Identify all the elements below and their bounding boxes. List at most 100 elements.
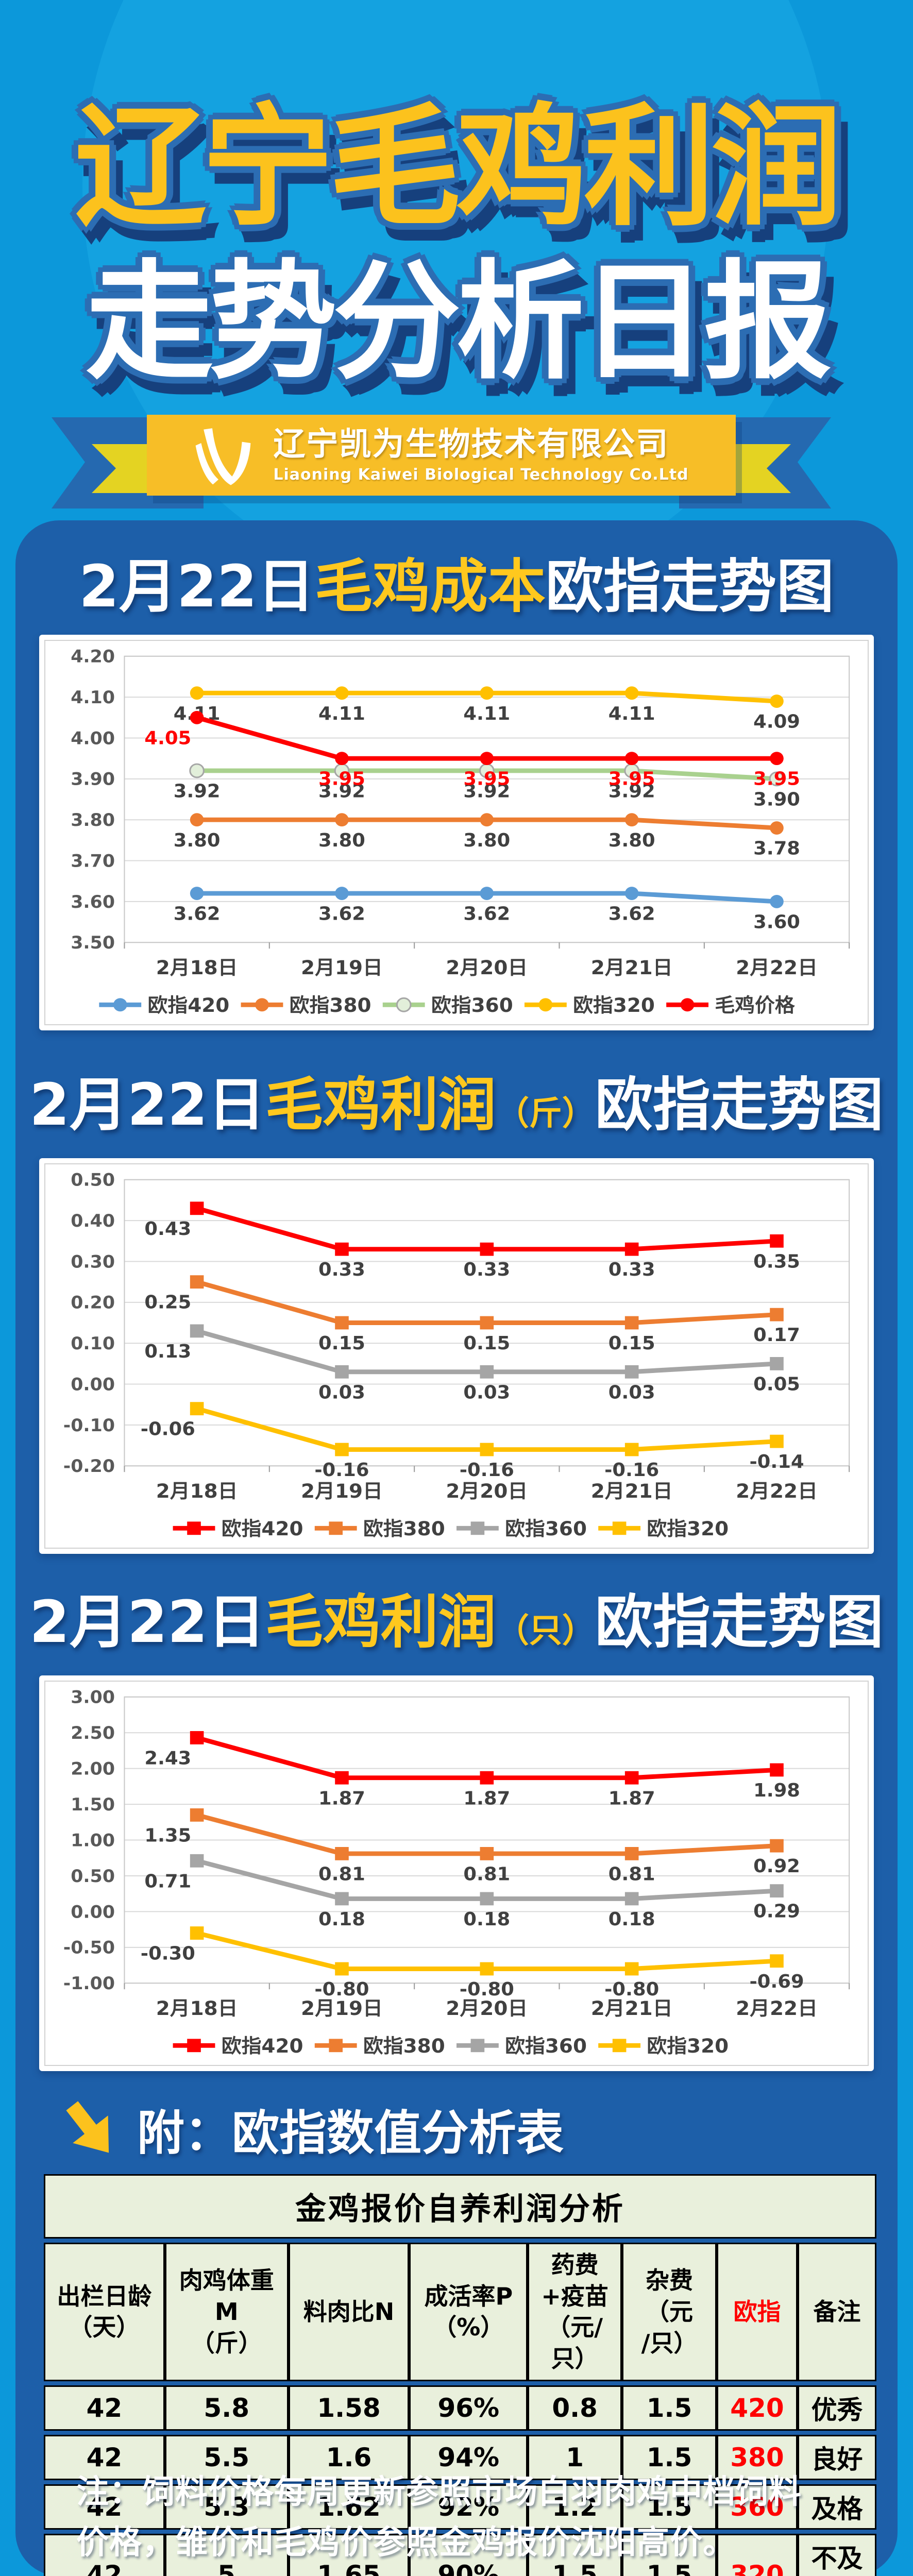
cost-trend-chart: 4.20 4.10 4.00 3.90 3.80 3.70 3.60 3.50 2月18日 2月1… [71,647,850,1017]
svg-text:0.29: 0.29 [753,1900,800,1922]
svg-text:0.00: 0.00 [71,1902,115,1922]
table-cell: 及格 [797,2484,876,2530]
svg-text:-0.10: -0.10 [63,1415,115,1435]
attach-heading-row: 附：欧指数值分析表 [66,2093,564,2165]
profit-jin-trend-chart: 0.50 0.40 0.30 0.20 0.10 0.00 -0.10 -0.20 2月18日 2… [63,1170,850,1540]
svg-text:1.87: 1.87 [318,1787,365,1809]
series-毛鸡价格: 4.05 3.95 3.95 3.95 3.95 [144,710,800,790]
profit-jin-chart-card: 0.50 0.40 0.30 0.20 0.10 0.00 -0.10 -0.20 2月18日 2… [39,1158,874,1554]
section-title-profit-jin: 2月22日毛鸡利润（斤）欧指走势图 [0,1071,913,1140]
svg-text:0.20: 0.20 [71,1293,115,1313]
svg-text:1.00: 1.00 [71,1831,115,1851]
table-cell: 1.65 [288,2533,410,2576]
table-cell: 42 [44,2434,165,2480]
svg-text:0.81: 0.81 [608,1863,655,1885]
svg-text:2月18日: 2月18日 [156,1997,238,2020]
svg-text:0.03: 0.03 [463,1381,510,1403]
svg-text:3.80: 3.80 [71,810,115,831]
company-banner: 辽宁凯为生物技术有限公司 Liaoning Kaiwei Biological … [147,415,736,496]
svg-text:2月19日: 2月19日 [301,1997,383,2020]
svg-text:1.35: 1.35 [144,1824,191,1846]
svg-text:4.10: 4.10 [71,688,115,708]
series-欧指380: 3.80 3.80 3.80 3.80 3.78 [174,813,800,859]
table-cell: 42 [44,2533,165,2576]
svg-text:欧指420: 欧指420 [147,994,229,1017]
table-cell: 1.5 [622,2434,717,2480]
table-cell: 优秀 [797,2385,876,2431]
table-header-cell: 成活率P （%） [409,2243,528,2381]
series-欧指320: -0.30 -0.80 -0.80 -0.80 -0.69 [141,1926,804,2000]
svg-text:3.80: 3.80 [608,829,655,851]
series-欧指360: 0.13 0.03 0.03 0.03 0.05 [144,1324,800,1403]
table-cell: 320 [717,2533,798,2576]
svg-text:-0.80: -0.80 [604,1978,659,2000]
section-title-cost: 2月22日毛鸡成本欧指走势图 [0,552,913,621]
table-cell: 1.62 [288,2484,410,2530]
svg-text:2月21日: 2月21日 [591,1997,673,2020]
table-cell: 1.5 [622,2484,717,2530]
table-cell: 5.3 [164,2484,289,2530]
series-欧指320: -0.06 -0.16 -0.16 -0.16 -0.14 [141,1402,804,1481]
svg-text:0.05: 0.05 [753,1373,800,1395]
svg-text:4.09: 4.09 [753,710,800,732]
table-row: 42 5.3 1.62 92% 1.2 1.5 360 及格 [44,2484,876,2530]
table-cell: 1.5 [622,2533,717,2576]
svg-text:0.25: 0.25 [144,1291,191,1313]
section-title-highlight: 毛鸡利润 [265,1072,496,1139]
table-cell: 380 [717,2434,798,2480]
section-title-suffix: 欧指走势图 [595,1072,884,1139]
table-row: 42 5.8 1.58 96% 0.8 1.5 420 优秀 [44,2385,876,2431]
svg-text:3.60: 3.60 [753,911,800,933]
svg-text:欧指380: 欧指380 [363,1518,445,1540]
svg-text:4.11: 4.11 [608,702,655,724]
table-header-cell: 杂费（元 /只） [622,2243,717,2381]
svg-text:0.03: 0.03 [608,1381,655,1403]
svg-text:2月20日: 2月20日 [446,1480,528,1502]
table-cell: 0.8 [528,2385,622,2431]
svg-text:0.50: 0.50 [71,1866,115,1886]
svg-text:-0.16: -0.16 [460,1459,514,1481]
svg-text:3.62: 3.62 [463,903,510,924]
svg-text:1.98: 1.98 [753,1780,800,1801]
svg-text:2月21日: 2月21日 [591,956,673,979]
svg-text:2.50: 2.50 [71,1723,115,1743]
table-cell: 94% [409,2434,528,2480]
section-title-prefix: 2月22日 [29,1589,265,1656]
svg-text:3.95: 3.95 [463,768,510,789]
legend-item: 欧指360 [382,994,513,1017]
section-title-prefix: 2月22日 [79,553,315,620]
note-line-1: 注：饲料价格每周更新参照市场白羽肉鸡中档饲料 [76,2473,802,2511]
svg-text:欧指320: 欧指320 [647,2035,729,2058]
svg-text:0.33: 0.33 [463,1259,510,1280]
svg-text:0.81: 0.81 [318,1863,365,1885]
cost-chart-frame: 4.20 4.10 4.00 3.90 3.80 3.70 3.60 3.50 2月18日 2月1… [44,640,869,1025]
legend-item: 欧指380 [314,1518,445,1540]
svg-text:0.18: 0.18 [318,1908,365,1930]
cost-chart-card: 4.20 4.10 4.00 3.90 3.80 3.70 3.60 3.50 2月18日 2月1… [39,635,874,1030]
svg-text:2月19日: 2月19日 [301,956,383,979]
svg-text:3.92: 3.92 [318,780,365,802]
legend-item: 欧指360 [456,2035,587,2058]
legend-item: 欧指320 [598,1518,729,1540]
svg-text:3.00: 3.00 [71,1687,115,1707]
svg-text:欧指420: 欧指420 [222,2035,303,2058]
svg-text:-0.69: -0.69 [749,1970,804,1992]
legend-item: 欧指420 [99,994,229,1017]
svg-text:0.71: 0.71 [144,1870,191,1892]
svg-text:0.18: 0.18 [608,1908,655,1930]
poster-title-line2: 走势分析日报 [86,248,832,397]
table-header-cell: 备注 [797,2243,876,2381]
svg-text:-0.16: -0.16 [604,1459,659,1481]
svg-text:欧指360: 欧指360 [431,994,513,1017]
table-cell: 1.2 [528,2484,622,2530]
company-name-cn: 辽宁凯为生物技术有限公司 [273,425,669,463]
svg-text:0.43: 0.43 [144,1217,191,1239]
table-header-cell: 肉鸡体重M （斤） [164,2243,289,2381]
legend-item: 欧指360 [456,1518,587,1540]
profit-bird-trend-chart: 3.00 2.50 2.00 1.50 1.00 0.50 0.00 -0.50 -1.00 2月… [63,1687,850,2058]
svg-text:2月22日: 2月22日 [736,956,818,979]
table-cell: 不及格 [797,2533,876,2576]
svg-text:3.62: 3.62 [174,903,221,924]
svg-text:2月18日: 2月18日 [156,1480,238,1502]
legend-item: 毛鸡价格 [666,994,796,1017]
